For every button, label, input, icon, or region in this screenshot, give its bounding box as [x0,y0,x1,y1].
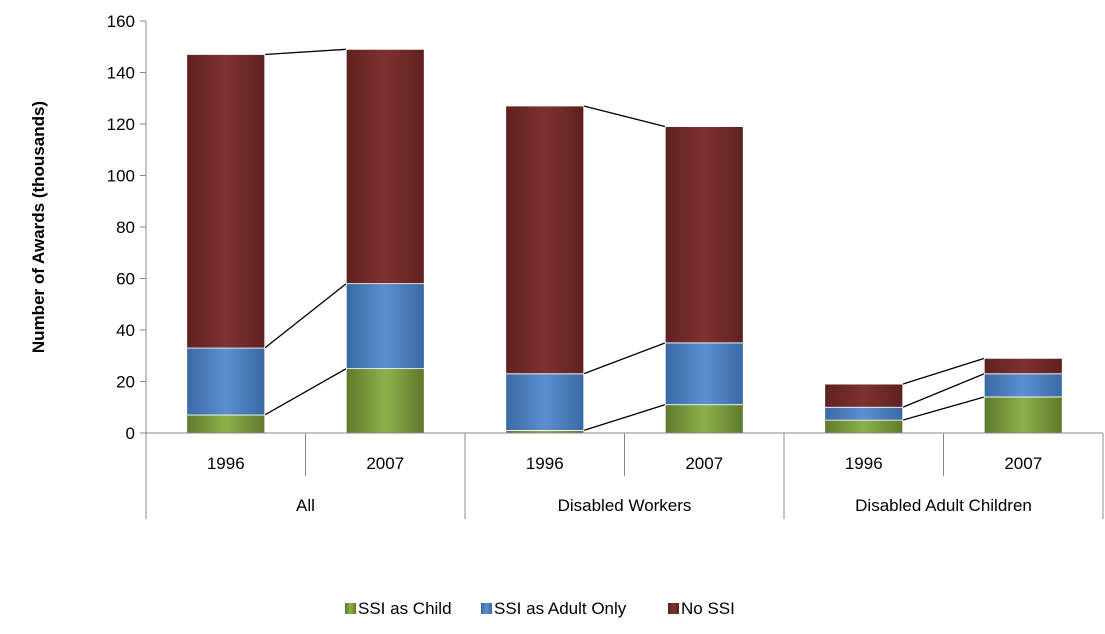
connector-line [583,404,666,432]
legend-swatch [668,603,679,614]
legend-label: No SSI [681,599,735,618]
bars [186,48,1063,434]
connector-line [902,396,985,421]
bar-segment-ssi-as-adult-only [505,373,585,431]
x-tick-label: 2007 [366,454,404,473]
y-tick-label: 40 [116,321,135,340]
x-group-label: All [296,496,315,515]
connector-line [264,368,347,416]
connector-line [583,105,666,128]
bar-segment-no-ssi [186,54,266,349]
legend-swatch [481,603,492,614]
bar-segment-ssi-as-child [824,419,904,434]
y-tick-label: 120 [107,115,135,134]
x-tick-label: 1996 [207,454,245,473]
y-tick-label: 80 [116,218,135,237]
y-tick-label: 160 [107,12,135,31]
connector-line [583,342,666,375]
x-tick-label: 1996 [526,454,564,473]
legend: SSI as Child SSI as Adult Only No SSI [345,599,735,618]
y-axis-label: Number of Awards (thousands) [29,101,48,353]
x-axis: 1996 2007 1996 2007 1996 2007 All Disabled Work… [145,432,1104,519]
x-group-label: Disabled Workers [558,496,692,515]
bar-segment-no-ssi [824,383,904,408]
bar-segment-no-ssi [664,126,744,344]
legend-swatch [345,603,356,614]
connector-line [902,357,985,385]
x-group-label: Disabled Adult Children [855,496,1032,515]
bar-segment-ssi-as-child [664,404,744,434]
bar-segment-ssi-as-child [345,368,425,434]
connector-line [902,373,985,408]
bar-segment-ssi-as-adult-only [664,342,744,406]
bar-segment-no-ssi [983,357,1063,375]
bar-segment-ssi-as-adult-only [186,347,266,416]
bar-segment-ssi-as-child [983,396,1063,434]
bar-segment-ssi-as-adult-only [824,406,904,421]
y-tick-label: 20 [116,373,135,392]
legend-label: SSI as Adult Only [494,599,627,618]
bar-segment-ssi-as-adult-only [983,373,1063,398]
bar-segment-no-ssi [505,105,585,375]
connector-line [264,283,347,349]
y-tick-label: 140 [107,64,135,83]
connector-line [264,48,347,56]
legend-label: SSI as Child [358,599,452,618]
y-tick-label: 0 [126,424,135,443]
x-tick-label: 2007 [685,454,723,473]
y-tick-label: 100 [107,167,135,186]
bar-segment-ssi-as-adult-only [345,283,425,370]
x-tick-label: 1996 [845,454,883,473]
y-tick-label: 60 [116,270,135,289]
bar-segment-no-ssi [345,48,425,285]
bar-segment-ssi-as-child [186,414,266,434]
y-axis: 0 20 40 60 80 100 120 140 160 [107,12,147,443]
x-tick-label: 2007 [1004,454,1042,473]
connector-lines [264,48,985,432]
